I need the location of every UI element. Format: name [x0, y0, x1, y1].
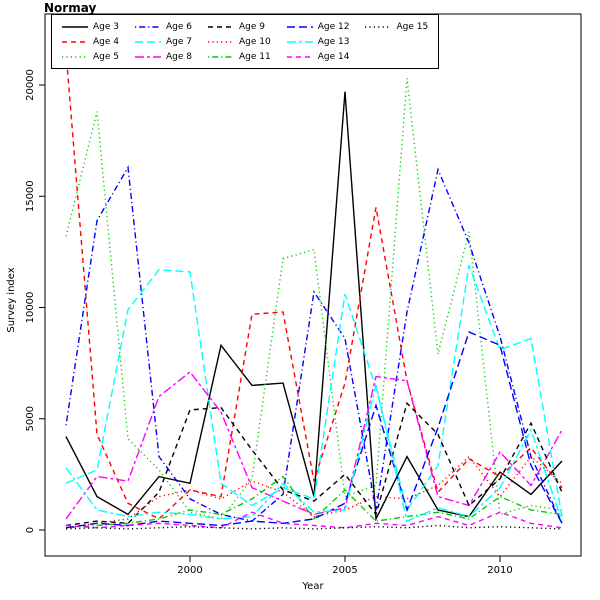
series-line-age-4 [65, 51, 563, 520]
legend-item-age-7: Age 7 [135, 37, 192, 47]
legend-item-age-5: Age 5 [62, 52, 119, 62]
x-axis-label: Year [301, 581, 324, 592]
y-tick-label: 20000 [25, 69, 36, 101]
legend-label: Age 6 [166, 21, 192, 32]
legend-label: Age 14 [317, 51, 350, 62]
y-axis-label: Survey index [6, 267, 17, 332]
y-tick-label: 0 [25, 527, 36, 533]
legend-line-sample [286, 25, 313, 28]
legend-item-age-13: Age 13 [286, 36, 350, 47]
legend-item-age-8: Age 8 [135, 52, 192, 62]
series-line-age-5 [65, 78, 563, 520]
legend-line-sample [286, 40, 313, 43]
y-tick-label: 10000 [25, 292, 36, 324]
legend-line-sample [286, 55, 313, 58]
legend-label: Age 9 [239, 21, 265, 32]
legend-label: Age 11 [239, 51, 271, 62]
legend-line-sample [62, 25, 88, 28]
series-line-age-3 [65, 91, 563, 522]
legend-line-sample [135, 40, 161, 43]
x-axis-ticks: 2000 2005 2010 [177, 556, 513, 576]
plot-box [44, 13, 582, 557]
x-tick-label: 2005 [332, 565, 357, 576]
legend-item-age-9: Age 9 [208, 22, 271, 32]
legend-label: Age 5 [93, 51, 119, 62]
series-line-age-11 [65, 475, 563, 529]
legend-label: Age 12 [317, 21, 350, 32]
legend-label: Age 8 [166, 51, 192, 62]
legend-line-sample [208, 25, 234, 28]
legend-line-sample [62, 40, 88, 43]
x-tick-label: 2000 [177, 565, 202, 576]
series-line-age-9 [65, 401, 563, 527]
y-tick-label: 5000 [25, 406, 36, 431]
legend-item-age-11: Age 11 [208, 52, 271, 62]
legend-item-age-3: Age 3 [62, 22, 119, 32]
legend-line-sample [135, 55, 161, 58]
legend-label: Age 7 [166, 36, 192, 47]
legend-label: Age 4 [93, 36, 119, 47]
legend-label: Age 13 [317, 36, 350, 47]
legend-item-age-15: Age 15 [365, 22, 428, 32]
x-tick-label: 2010 [487, 565, 512, 576]
series-line-age-15 [65, 524, 563, 530]
legend-item-age-4: Age 4 [62, 37, 119, 47]
y-tick-label: 15000 [25, 180, 36, 212]
series-line-age-6 [65, 165, 563, 524]
legend-line-sample [135, 25, 161, 28]
series-line-age-14 [65, 511, 563, 529]
legend-label: Age 15 [396, 21, 429, 32]
legend-label: Age 3 [93, 21, 119, 32]
y-axis-ticks: 0 5000 10000 15000 20000 [25, 69, 45, 533]
legend-item-age-12: Age 12 [286, 21, 350, 32]
legend-line-sample [62, 55, 88, 58]
legend-item-age-10: Age 10 [208, 37, 271, 47]
series-line-age-10 [65, 455, 563, 529]
legend: Age 3 Age 4 Age 5 Age 6 Age 7 Age 8 Age 9 Age 1… [51, 14, 440, 69]
chart-title: Normay [44, 1, 97, 15]
legend-label: Age 10 [239, 36, 271, 47]
series-line-age-13 [65, 385, 563, 523]
legend-item-age-6: Age 6 [135, 22, 192, 32]
series-line-age-7 [65, 264, 563, 517]
series-lines [65, 51, 563, 530]
legend-line-sample [208, 55, 234, 58]
legend-line-sample [208, 40, 234, 43]
legend-item-age-14: Age 14 [286, 51, 350, 62]
legend-line-sample [365, 25, 392, 28]
